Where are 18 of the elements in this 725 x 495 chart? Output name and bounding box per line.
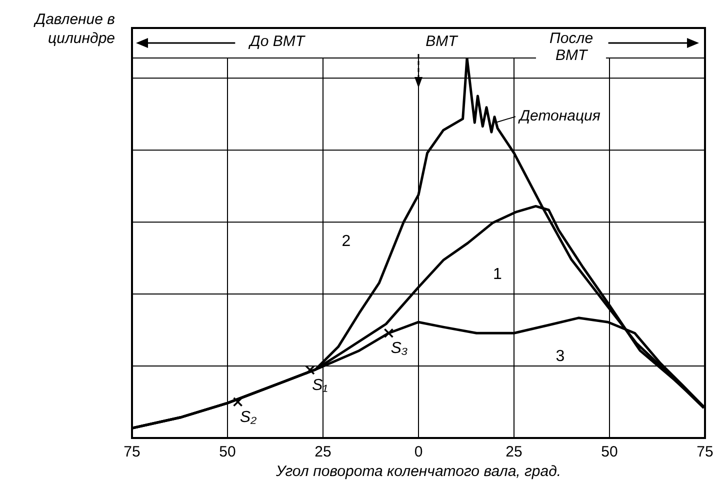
text: До ВМТ: [237, 33, 318, 50]
x-tick-label: 0: [414, 444, 423, 461]
x-tick-label: 75: [124, 444, 140, 461]
x-tick-label: 50: [219, 444, 236, 461]
text: 1: [492, 266, 502, 283]
text: ВМТ: [411, 33, 472, 50]
text: 2: [342, 232, 351, 250]
x-tick-label: 25: [314, 444, 332, 461]
x-axis-title: Угол поворота коленчатого вала, град.: [274, 463, 562, 480]
annotation: S₃: [390, 340, 408, 358]
x-tick-label: 75: [696, 444, 714, 461]
y-axis-title: Давление в цилиндре: [32, 10, 115, 48]
annotation: S₂: [240, 408, 257, 426]
x-tick-label: 25: [506, 444, 522, 461]
annotation: Детонация: [517, 108, 600, 125]
x-tick-label: 50: [601, 444, 618, 461]
annotation: После ВМТ: [536, 30, 606, 64]
series-label: 3: [556, 348, 565, 366]
